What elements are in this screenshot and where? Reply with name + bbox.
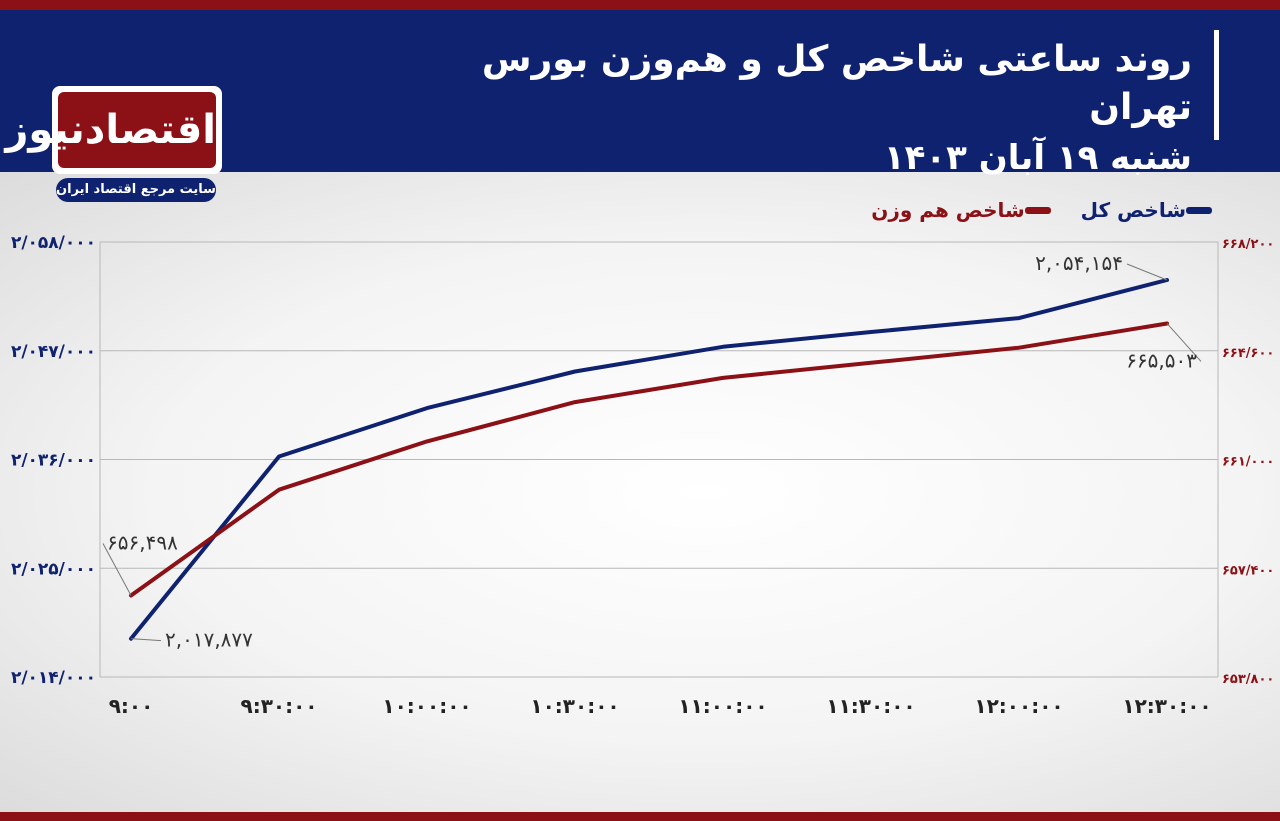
chart-title: روند ساعتی شاخص کل و هم‌وزن بورس تهران <box>481 39 1192 128</box>
right-tick-label: ۶۵۳/۸۰۰ <box>1222 672 1274 687</box>
x-tick-label: ۱۲:۳۰:۰۰ <box>1122 694 1211 718</box>
data-label: ۲,۰۵۴,۱۵۴ <box>1035 251 1123 275</box>
x-tick-label: ۱۱:۳۰:۰۰ <box>826 694 915 718</box>
x-tick-label: ۱۱:۰۰:۰۰ <box>678 694 767 718</box>
legend-item-total: شاخص کل <box>1081 198 1222 222</box>
chart-subtitle: شنبه ۱۹ آبان ۱۴۰۳ <box>883 138 1192 178</box>
data-label-leader <box>1126 263 1168 281</box>
title-divider <box>1214 30 1219 140</box>
left-tick-label: ۲/۰۵۸/۰۰۰ <box>11 233 96 253</box>
bottom-accent-rule <box>0 812 1280 821</box>
left-tick-label: ۲/۰۴۷/۰۰۰ <box>11 342 96 362</box>
left-tick-label: ۲/۰۲۵/۰۰۰ <box>11 559 96 579</box>
plot-background <box>0 172 1280 812</box>
right-tick-label: ۶۶۸/۲۰۰ <box>1222 237 1274 252</box>
line-chart: ۲/۰۱۴/۰۰۰ ۲/۰۲۵/۰۰۰ ۲/۰۳۶/۰۰۰ ۲/۰۴۷/۰۰۰ ۲/۰۵… <box>11 233 1274 718</box>
title-block: روند ساعتی شاخص کل و هم‌وزن بورس تهران ش… <box>432 36 1192 182</box>
legend-label-total: شاخص کل <box>1080 198 1186 222</box>
data-label: ۶۵۶,۴۹۸ <box>107 530 178 554</box>
logo: اقتصادنیوز <box>5 92 216 168</box>
right-tick-label: ۶۵۷/۴۰۰ <box>1222 563 1274 578</box>
data-label: ۲,۰۱۷,۸۷۷ <box>165 628 253 652</box>
data-label-leader <box>102 543 132 596</box>
data-label-leader <box>130 638 162 642</box>
legend-item-equal: شاخص هم وزن <box>871 198 1060 222</box>
right-tick-label: ۶۶۴/۶۰۰ <box>1222 346 1274 361</box>
x-tick-label: ۹:۰۰ <box>109 694 154 718</box>
x-tick-label: ۱۲:۰۰:۰۰ <box>974 694 1063 718</box>
chart-legend: شاخص کل شاخص هم وزن <box>851 198 1222 222</box>
x-tick-label: ۱۰:۳۰:۰۰ <box>530 694 619 718</box>
left-tick-label: ۲/۰۳۶/۰۰۰ <box>11 451 96 471</box>
series-line-total <box>129 278 1169 641</box>
top-accent-rule <box>0 0 1280 10</box>
data-label-leader <box>1166 323 1202 362</box>
series-line-equal <box>129 321 1169 598</box>
data-label: ۶۶۵,۵۰۳ <box>1126 348 1197 372</box>
legend-swatch-total <box>1186 206 1212 214</box>
logo-tagline: سایت مرجع اقتصاد ایران <box>56 178 216 202</box>
legend-swatch-equal <box>1024 206 1051 214</box>
left-tick-label: ۲/۰۱۴/۰۰۰ <box>11 668 96 688</box>
x-tick-label: ۱۰:۰۰:۰۰ <box>382 694 471 718</box>
legend-label-equal: شاخص هم وزن <box>871 198 1025 222</box>
right-tick-label: ۶۶۱/۰۰۰ <box>1222 455 1274 470</box>
x-tick-label: ۹:۳۰:۰۰ <box>240 694 317 718</box>
